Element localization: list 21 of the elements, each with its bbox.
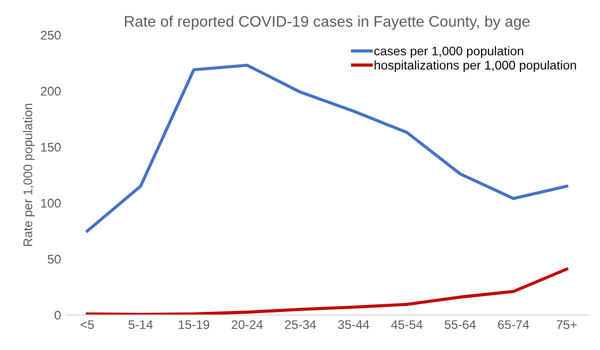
y-axis-title: Rate per 1,000 population (23, 104, 35, 246)
line-series (86, 268, 568, 315)
x-tick-label: 45-54 (391, 320, 423, 330)
legend-label: cases per 1,000 population (374, 46, 524, 58)
chart-title: Rate of reported COVID-19 cases in Fayette County, by age (125, 16, 530, 30)
y-tick-label: 100 (41, 198, 61, 208)
x-tick-label: 20-24 (232, 320, 263, 330)
x-tick-label: 35-44 (338, 320, 370, 330)
x-tick-label: 75+ (556, 320, 577, 330)
x-tick-label: 65-74 (498, 320, 530, 330)
y-tick-label: 200 (40, 86, 61, 96)
y-tick-label: 0 (54, 310, 61, 320)
legend-label: hospitalizations per 1,000 population (374, 60, 576, 72)
x-tick-label: <5 (80, 320, 94, 330)
x-tick-label: 5-14 (128, 320, 153, 330)
x-tick-label: 25-34 (285, 320, 316, 330)
x-tick-label: 55-64 (444, 320, 476, 330)
y-tick-label: 50 (48, 254, 61, 264)
y-tick-label: 150 (41, 142, 61, 152)
y-tick-label: 250 (40, 30, 61, 40)
x-tick-label: 15-19 (178, 320, 210, 330)
